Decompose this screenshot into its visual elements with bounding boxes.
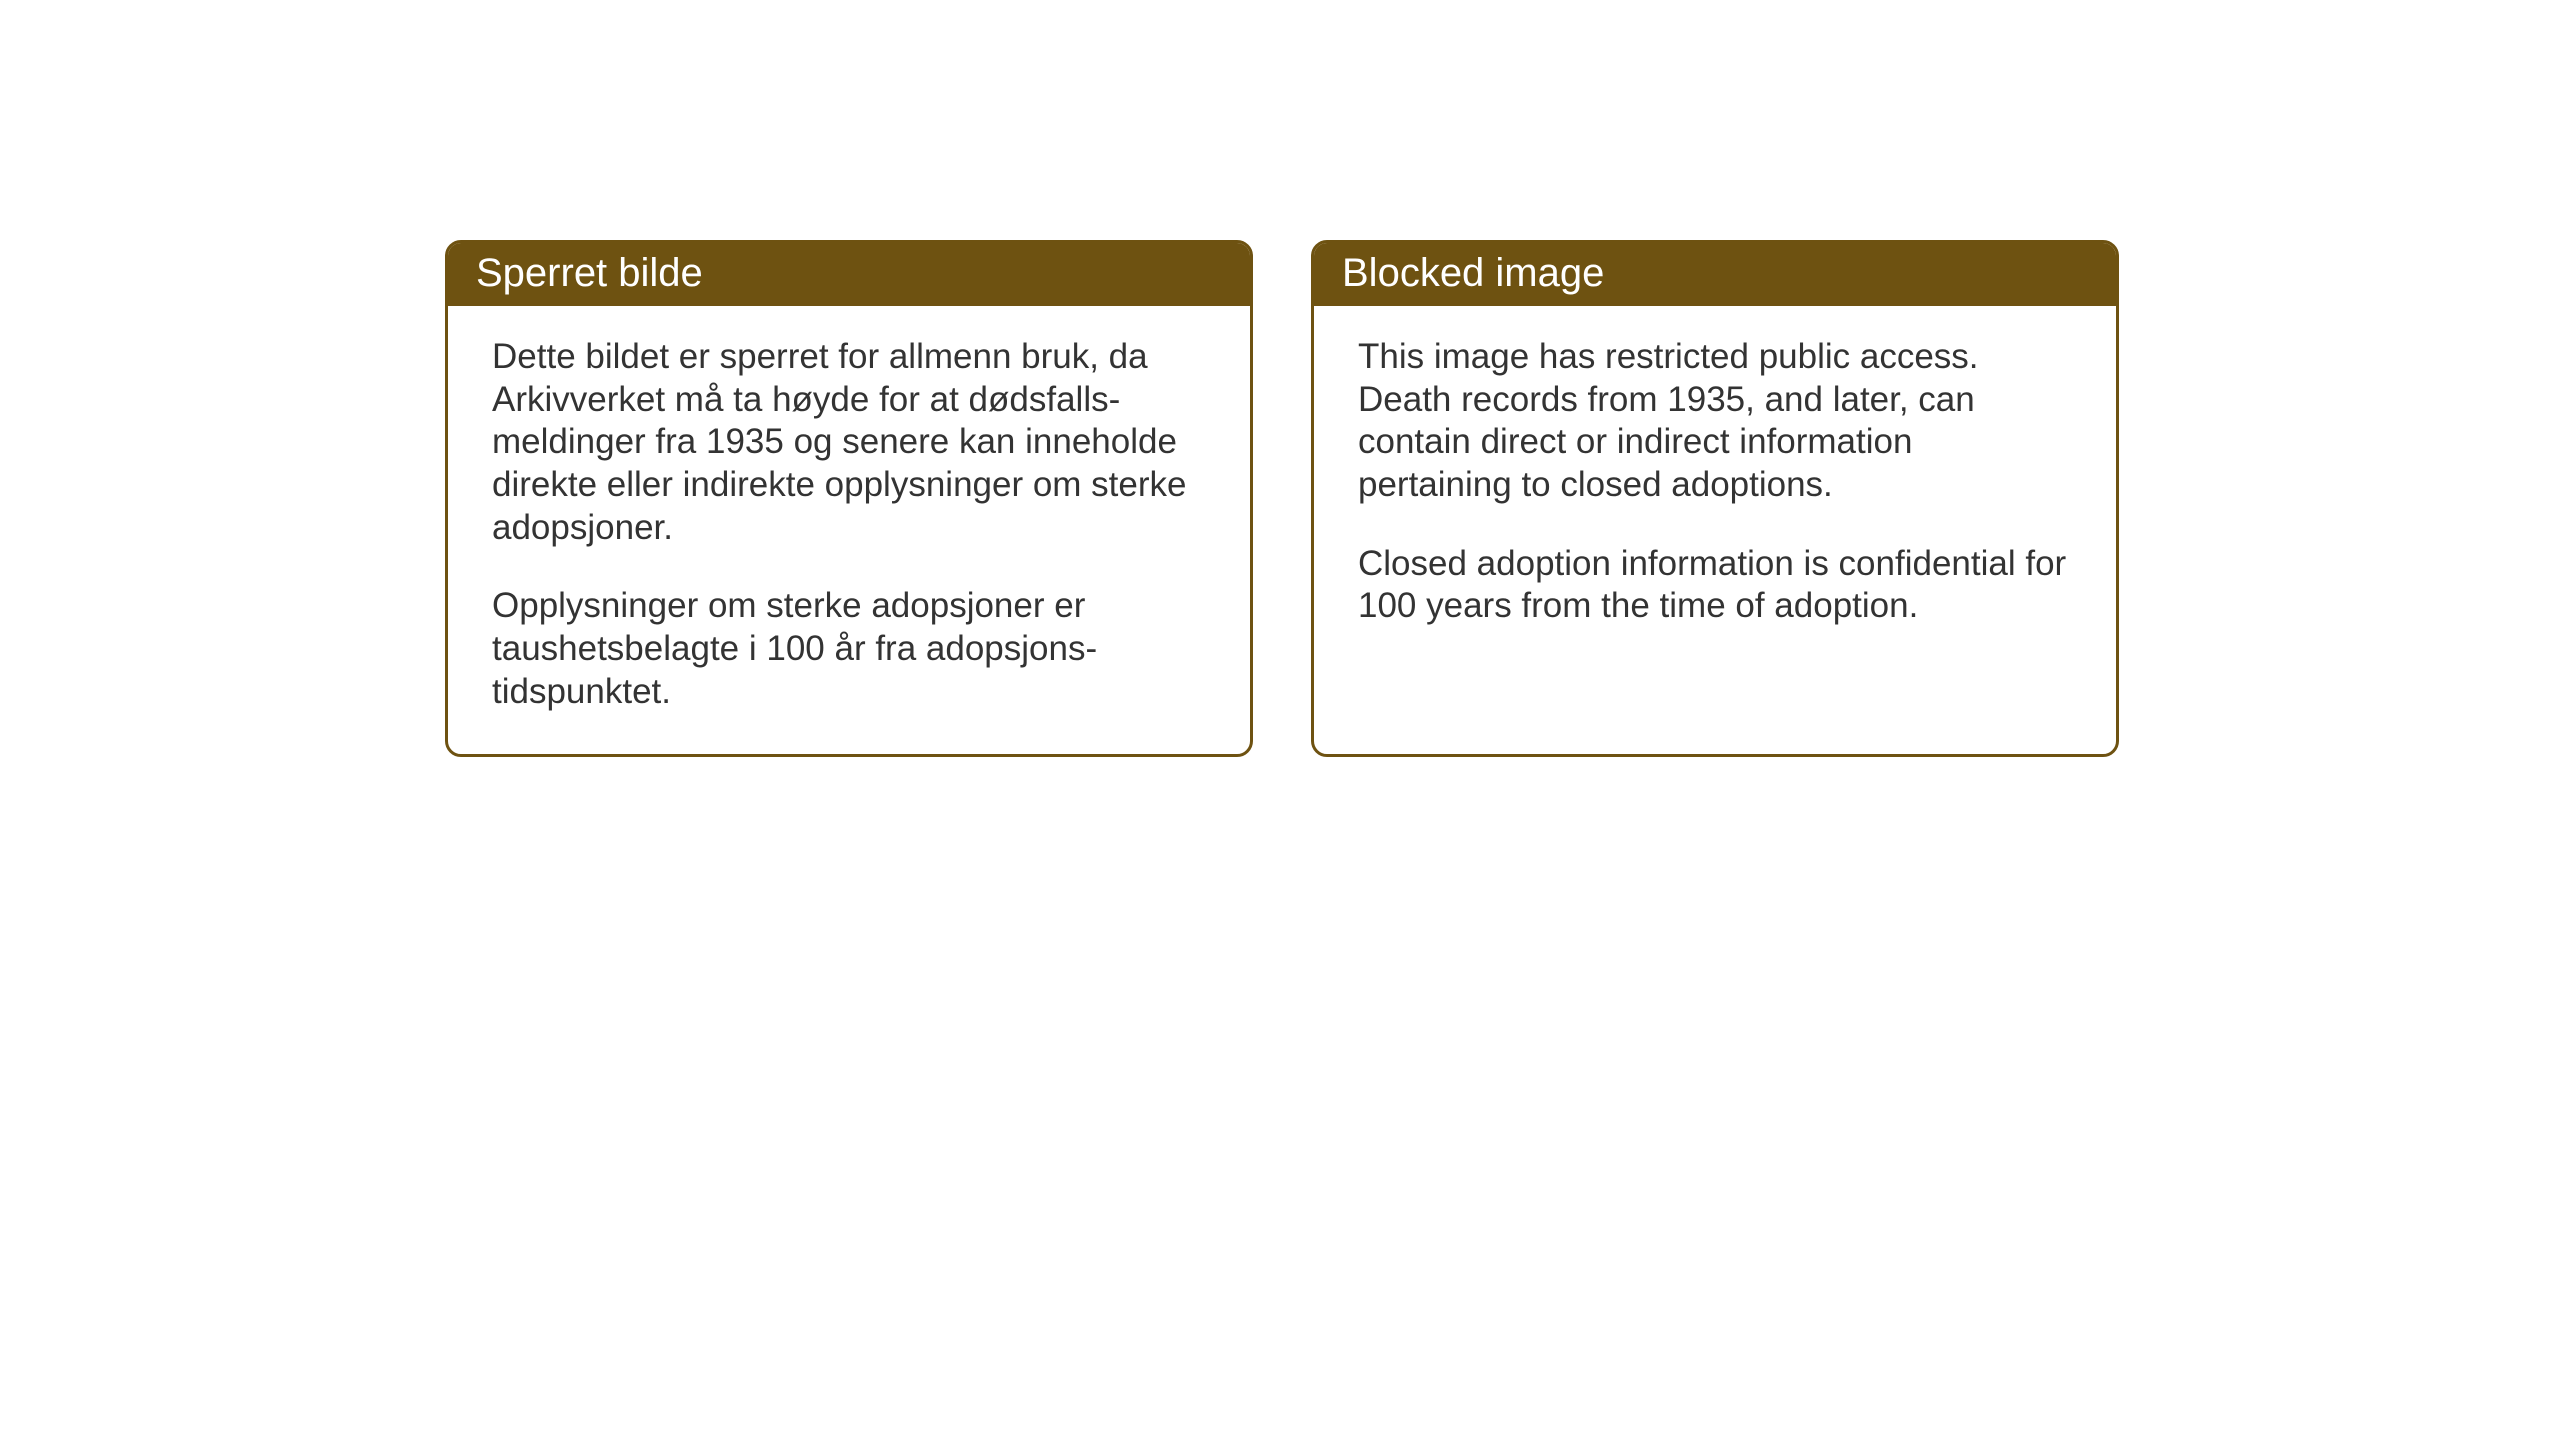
- notice-paragraph-1-norwegian: Dette bildet er sperret for allmenn bruk…: [492, 336, 1206, 549]
- notice-title-norwegian: Sperret bilde: [448, 243, 1250, 306]
- notice-title-english: Blocked image: [1314, 243, 2116, 306]
- notice-paragraph-2-norwegian: Opplysninger om sterke adopsjoner er tau…: [492, 585, 1206, 713]
- notice-body-norwegian: Dette bildet er sperret for allmenn bruk…: [448, 306, 1250, 754]
- notice-box-english: Blocked image This image has restricted …: [1311, 240, 2119, 757]
- notice-body-english: This image has restricted public access.…: [1314, 306, 2116, 668]
- notice-paragraph-2-english: Closed adoption information is confident…: [1358, 543, 2072, 628]
- notice-box-norwegian: Sperret bilde Dette bildet er sperret fo…: [445, 240, 1253, 757]
- notice-paragraph-1-english: This image has restricted public access.…: [1358, 336, 2072, 507]
- notices-container: Sperret bilde Dette bildet er sperret fo…: [445, 240, 2119, 757]
